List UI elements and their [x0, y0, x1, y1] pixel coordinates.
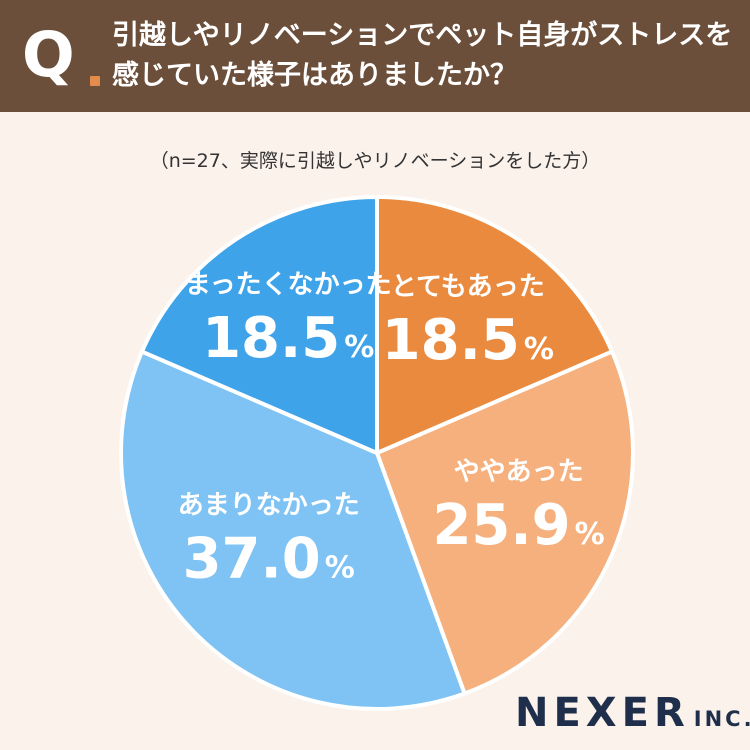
slice-label-group-1: ややあった 25.9%: [432, 457, 604, 558]
pie-slice-1: [375, 349, 635, 696]
slice-value-1: 25.9%: [432, 493, 604, 558]
slice-label-3: まったくなかった: [185, 270, 392, 300]
pie-slice-3: [139, 195, 379, 455]
slice-label-1: ややあった: [454, 457, 584, 487]
slice-value-0: 18.5%: [382, 308, 554, 373]
question-text: 引越しやリノベーションでペット自身がストレスを 感じていた様子はありましたか？: [112, 16, 742, 96]
question-line-2: 感じていた様子はありましたか？: [112, 60, 517, 91]
slice-label-0: とてもあった: [391, 272, 545, 302]
question-header: Q 引越しやリノベーションでペット自身がストレスを 感じていた様子はありましたか…: [0, 0, 750, 112]
slice-label-2: あまりなかった: [178, 490, 360, 520]
pie-slice-2: [119, 349, 467, 711]
slice-label-group-2: あまりなかった 37.0%: [178, 490, 360, 591]
question-marker: Q: [22, 18, 75, 91]
slice-value-3: 18.5%: [202, 306, 374, 371]
slice-label-group-0: とてもあった 18.5%: [382, 272, 554, 373]
question-line-1: 引越しやリノベーションでペット自身がストレスを: [112, 20, 733, 51]
brand-suffix: INC.: [693, 707, 750, 731]
slice-label-group-3: まったくなかった 18.5%: [185, 270, 392, 371]
brand-logo: NEXER INC.: [515, 690, 750, 736]
question-marker-dot: [90, 76, 100, 86]
brand-name: NEXER: [515, 690, 690, 736]
slice-value-2: 37.0%: [183, 526, 355, 591]
pie-slice-0: [375, 195, 615, 455]
chart-subtitle: （n=27、実際に引越しやリノベーションをした方）: [149, 150, 601, 172]
